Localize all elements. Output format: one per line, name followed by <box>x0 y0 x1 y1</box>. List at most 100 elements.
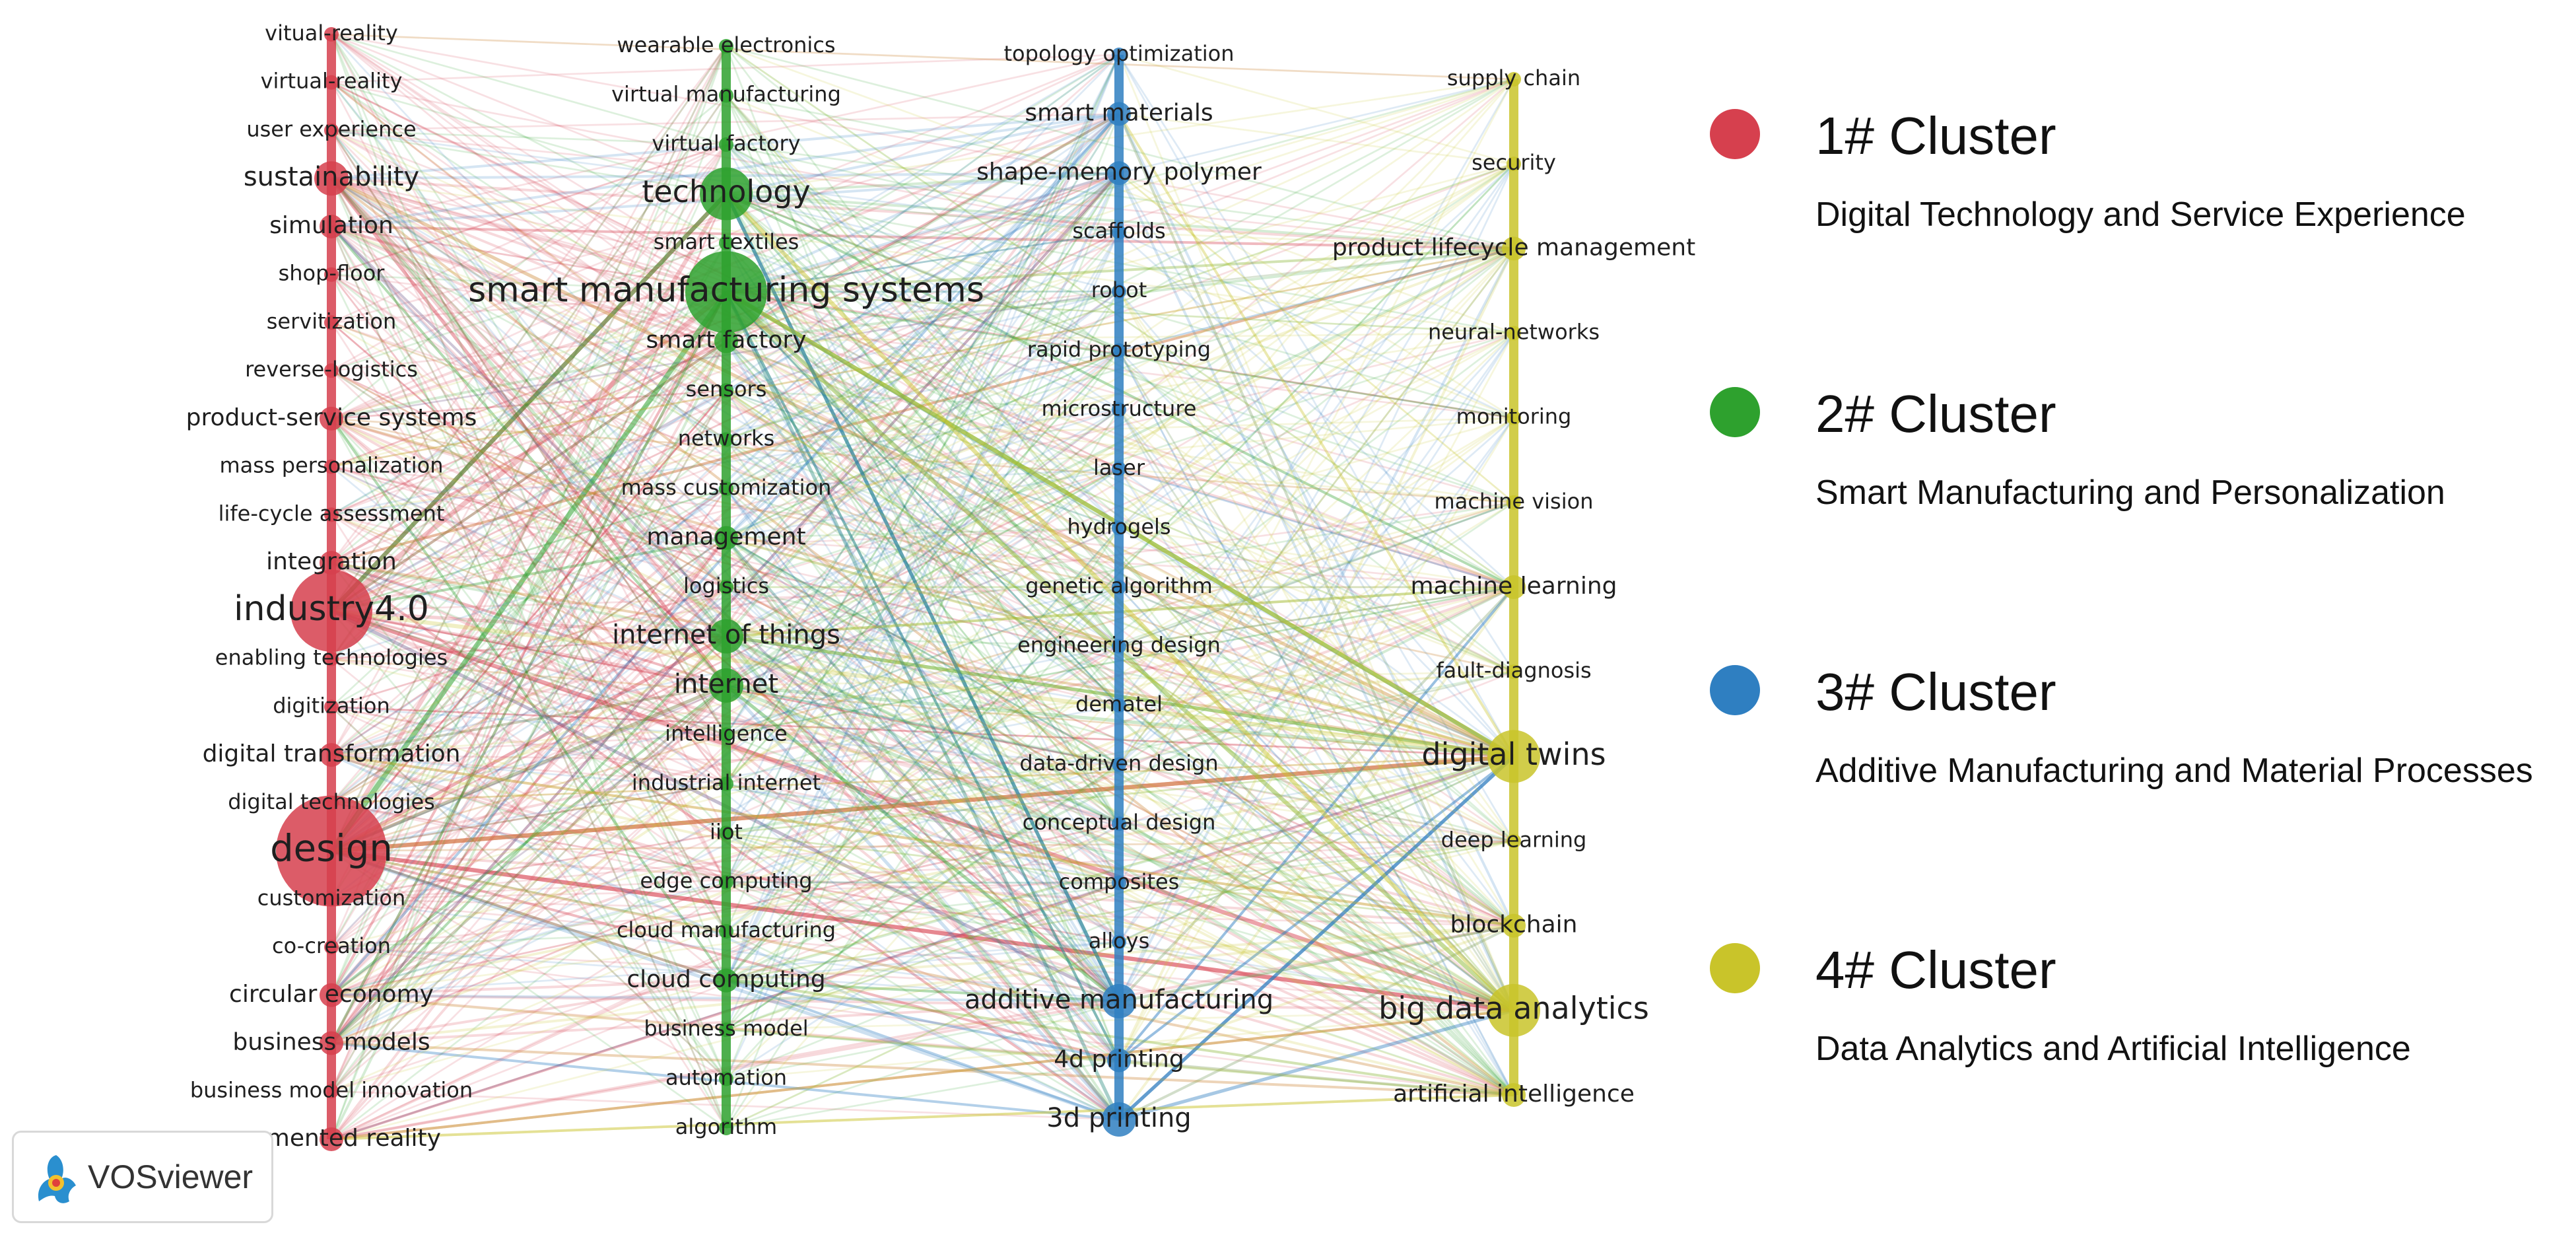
link-795 <box>331 33 1514 81</box>
link-288 <box>331 684 727 1092</box>
node-topology-optimization[interactable] <box>1112 48 1126 62</box>
node-rapid-prototyping[interactable] <box>1112 343 1126 358</box>
link-177 <box>331 706 1514 927</box>
node-algorithm[interactable] <box>719 1121 733 1135</box>
node-engineering-design[interactable] <box>1112 639 1126 654</box>
node-neural-networks[interactable] <box>1507 326 1521 341</box>
link-64 <box>330 273 728 785</box>
node-machine-vision[interactable] <box>1507 495 1521 510</box>
node-industrial-internet[interactable] <box>719 776 733 791</box>
node-digital-transformation[interactable] <box>320 743 343 767</box>
node-sensors[interactable] <box>719 383 733 398</box>
node-composites[interactable] <box>1112 875 1126 890</box>
link-905 <box>331 924 1514 1045</box>
node-supply-chain[interactable] <box>1507 72 1521 87</box>
vosviewer-badge[interactable]: VOSviewer <box>12 1131 273 1223</box>
node-security[interactable] <box>1507 157 1521 172</box>
node-smart-manufacturing-systems[interactable] <box>685 251 767 334</box>
node-internet-of-things[interactable] <box>709 619 743 654</box>
node-cloud-computing[interactable] <box>714 968 738 993</box>
link-771 <box>726 979 1120 1121</box>
node-sustainability[interactable] <box>314 161 349 196</box>
node-laser[interactable] <box>1112 461 1126 476</box>
node-intelligence[interactable] <box>719 727 733 742</box>
node-robot[interactable] <box>1112 284 1126 299</box>
node-label-dematel: dematel <box>1075 691 1163 717</box>
node-conceptual-design[interactable] <box>1112 816 1126 831</box>
node-design[interactable] <box>276 795 387 907</box>
node-industry4-0[interactable] <box>290 569 372 652</box>
node-user-experience[interactable] <box>324 123 339 138</box>
node-artificial-intelligence[interactable] <box>1502 1083 1526 1107</box>
node-smart-materials[interactable] <box>1107 102 1131 126</box>
link-887 <box>1118 113 1515 758</box>
node-fault-diagnosis[interactable] <box>1507 664 1521 680</box>
node-networks[interactable] <box>719 432 733 447</box>
node-circular-economy[interactable] <box>320 983 343 1007</box>
node-vitual-reality[interactable] <box>324 27 339 42</box>
node-iiot[interactable] <box>719 826 733 841</box>
link-945 <box>331 1094 1514 1141</box>
node-cloud-manufacturing[interactable] <box>719 924 733 939</box>
node-mass-personalization[interactable] <box>324 459 339 474</box>
node-virtual-manufacturing[interactable] <box>719 88 733 103</box>
link-125 <box>331 561 1514 758</box>
node-life-cycle-assessment[interactable] <box>324 507 339 522</box>
node-4d-printing[interactable] <box>1107 1048 1131 1073</box>
node-data-driven-design[interactable] <box>1112 757 1126 772</box>
node-mass-customization[interactable] <box>719 481 733 497</box>
legend-item-cluster-4[interactable]: 4# Cluster Data Analytics and Artificial… <box>1710 927 2568 1205</box>
link-128 <box>330 46 728 563</box>
node-hydrogels[interactable] <box>1112 520 1126 536</box>
node-virtual-factory[interactable] <box>719 137 733 152</box>
node-simulation[interactable] <box>320 214 343 238</box>
node-business-models[interactable] <box>320 1031 343 1055</box>
node-alloys[interactable] <box>1112 935 1126 950</box>
node-management[interactable] <box>714 526 738 550</box>
link-24 <box>330 129 728 736</box>
node-smart-factory[interactable] <box>714 329 738 353</box>
node-digitization[interactable] <box>324 699 339 715</box>
link-496 <box>331 684 727 757</box>
node-integration[interactable] <box>320 551 343 575</box>
node-product-service-systems[interactable] <box>320 406 343 431</box>
node-product-lifecycle-management[interactable] <box>1502 236 1526 261</box>
node-technology[interactable] <box>700 167 753 221</box>
node-servitization[interactable] <box>324 315 339 330</box>
node-shape-memory-polymer[interactable] <box>1107 161 1131 186</box>
node-augmented-reality[interactable] <box>320 1127 343 1151</box>
node-enabling-technologies[interactable] <box>324 651 339 666</box>
node-big-data-analytics[interactable] <box>1487 983 1540 1037</box>
link-201 <box>330 340 728 804</box>
legend-item-cluster-3[interactable]: 3# Cluster Additive Manufacturing and Ma… <box>1710 649 2568 927</box>
node-internet[interactable] <box>709 668 743 703</box>
node-virtual-reality[interactable] <box>324 75 339 90</box>
node-smart-textiles[interactable] <box>719 235 733 250</box>
node-label-product-service-systems: product-service systems <box>186 404 477 431</box>
node-automation[interactable] <box>719 1071 733 1086</box>
node-logistics[interactable] <box>719 580 733 594</box>
node-machine-learning[interactable] <box>1502 575 1526 599</box>
legend-item-cluster-1[interactable]: 1# Cluster Digital Technology and Servic… <box>1710 92 2568 371</box>
link-46 <box>331 225 1514 758</box>
node-business-model-innovation[interactable] <box>324 1084 339 1099</box>
node-monitoring[interactable] <box>1507 410 1521 425</box>
node-shop-floor[interactable] <box>324 267 339 282</box>
node-edge-computing[interactable] <box>719 874 733 890</box>
node-dematel[interactable] <box>1112 698 1126 713</box>
node-additive-manufacturing[interactable] <box>1102 983 1136 1018</box>
node-customization[interactable] <box>324 892 339 907</box>
node-label-deep-learning: deep learning <box>1441 828 1587 853</box>
node-3d-printing[interactable] <box>1102 1102 1136 1137</box>
node-co-creation[interactable] <box>324 940 339 955</box>
node-business-model[interactable] <box>719 1022 733 1038</box>
node-reverse-logistics[interactable] <box>324 363 339 378</box>
node-scaffolds[interactable] <box>1112 225 1126 240</box>
node-microstructure[interactable] <box>1112 402 1126 417</box>
legend-item-cluster-2[interactable]: 2# Cluster Smart Manufacturing and Perso… <box>1710 371 2568 649</box>
node-deep-learning[interactable] <box>1507 833 1521 849</box>
node-wearable-electronics[interactable] <box>719 39 733 53</box>
node-digital-twins[interactable] <box>1487 730 1540 783</box>
node-genetic-algorithm[interactable] <box>1112 580 1126 594</box>
node-blockchain[interactable] <box>1502 913 1526 938</box>
